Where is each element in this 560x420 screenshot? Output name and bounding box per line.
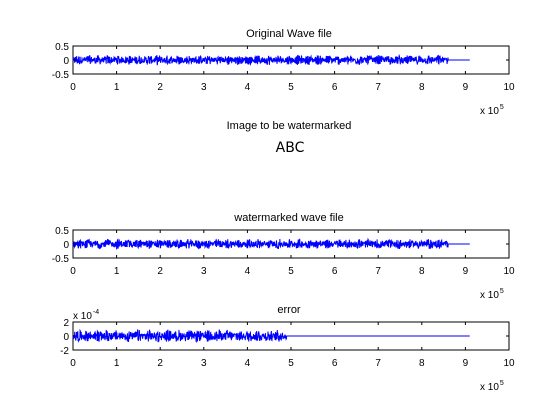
x-tick-label: 1 <box>114 266 120 277</box>
x-tick-label: 4 <box>245 82 251 93</box>
y-tick-label: -0.5 <box>52 70 70 81</box>
x-tick-label: 9 <box>463 82 469 93</box>
image-panel-title: Image to be watermarked <box>227 120 352 132</box>
y-tick-label: 0 <box>63 240 69 251</box>
axis-ticks: 0 1 2 3 4 5 6 7 8 9 100.50-0.5 <box>52 42 515 93</box>
x-tick-label: 2 <box>157 82 163 93</box>
x-exponent-label: x 105 <box>480 288 504 301</box>
panel-original-wave: Original Wave file 0 1 2 3 4 5 6 7 8 9 100.50-0.5 … <box>52 28 515 117</box>
x-tick-label: 6 <box>332 82 338 93</box>
x-tick-label: 10 <box>503 266 515 277</box>
x-tick-label: 7 <box>375 266 381 277</box>
x-tick-label: 0 <box>70 82 76 93</box>
x-tick-label: 10 <box>503 358 515 369</box>
x-tick-label: 6 <box>332 358 338 369</box>
y-tick-label: 0.5 <box>55 226 69 237</box>
error-trace <box>72 328 470 343</box>
x-tick-label: 4 <box>245 358 251 369</box>
panel-title: error <box>277 304 301 316</box>
waveform-trace <box>72 237 470 251</box>
y-tick-label: -0.5 <box>52 254 70 265</box>
x-tick-label: 8 <box>419 82 425 93</box>
x-tick-label: 8 <box>419 358 425 369</box>
y-tick-label: 0 <box>63 332 69 343</box>
x-tick-label: 4 <box>245 266 251 277</box>
x-tick-label: 7 <box>375 82 381 93</box>
x-tick-label: 0 <box>70 266 76 277</box>
panel-title: watermarked wave file <box>233 212 343 224</box>
x-tick-label: 2 <box>157 358 163 369</box>
y-exponent-label: x 10-4 <box>73 309 99 322</box>
x-tick-label: 9 <box>463 266 469 277</box>
x-tick-label: 6 <box>332 266 338 277</box>
x-tick-label: 9 <box>463 358 469 369</box>
x-tick-label: 8 <box>419 266 425 277</box>
series-line <box>72 328 470 343</box>
watermark-image-text: ABC <box>276 140 305 156</box>
x-tick-label: 0 <box>70 358 76 369</box>
series-line <box>72 237 470 251</box>
y-tick-label: -2 <box>60 346 69 357</box>
x-tick-label: 2 <box>157 266 163 277</box>
x-exponent-label: x 105 <box>480 380 504 393</box>
axis-ticks: 0 1 2 3 4 5 6 7 8 9 100.50-0.5 <box>52 226 515 277</box>
panel-image: Image to be watermarked ABC <box>227 120 352 156</box>
waveform-trace <box>72 53 470 66</box>
series-line <box>72 53 470 66</box>
x-tick-label: 10 <box>503 82 515 93</box>
x-tick-label: 5 <box>288 266 294 277</box>
y-tick-label: 0.5 <box>55 42 69 53</box>
panel-title: Original Wave file <box>246 28 332 40</box>
x-tick-label: 7 <box>375 358 381 369</box>
x-tick-label: 3 <box>201 266 207 277</box>
x-tick-label: 3 <box>201 82 207 93</box>
x-tick-label: 5 <box>288 358 294 369</box>
x-exponent-label: x 105 <box>480 104 504 117</box>
y-tick-label: 2 <box>63 318 69 329</box>
x-tick-label: 1 <box>114 358 120 369</box>
x-tick-label: 5 <box>288 82 294 93</box>
x-tick-label: 3 <box>201 358 207 369</box>
y-tick-label: 0 <box>63 56 69 67</box>
x-tick-label: 1 <box>114 82 120 93</box>
panel-watermarked-wave: watermarked wave file 0 1 2 3 4 5 6 7 8 9 100.50-0… <box>52 212 515 301</box>
